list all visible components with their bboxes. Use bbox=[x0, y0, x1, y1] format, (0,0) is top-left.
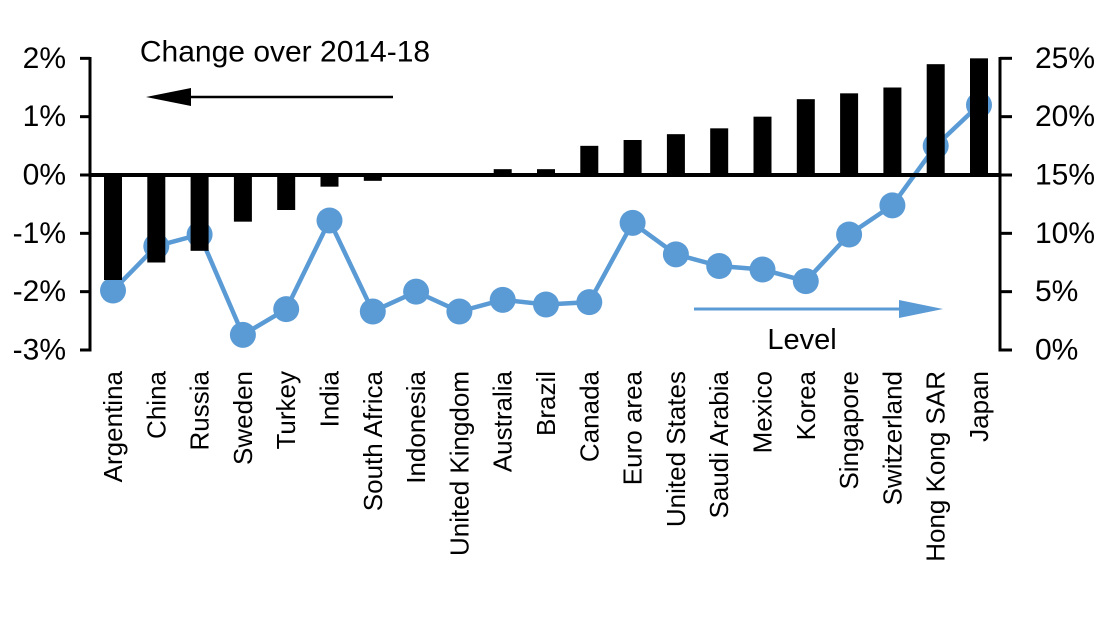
x-axis-label-india: India bbox=[315, 370, 345, 427]
left-axis-tick-label: -1% bbox=[13, 217, 66, 250]
x-axis-label-saudi-arabia: Saudi Arabia bbox=[704, 370, 734, 518]
line-series-title: Level bbox=[767, 324, 836, 356]
bar-australia bbox=[493, 169, 512, 175]
right-axis-tick-label: 15% bbox=[1035, 158, 1095, 191]
right-axis-tick-label: 20% bbox=[1035, 100, 1095, 133]
bar-saudi-arabia bbox=[710, 128, 729, 175]
right-axis-tick-label: 25% bbox=[1035, 42, 1095, 75]
x-axis-label-brazil: Brazil bbox=[531, 371, 561, 436]
bar-china bbox=[147, 175, 166, 263]
x-axis-label-united-states: United States bbox=[661, 371, 691, 527]
x-axis-label-singapore: Singapore bbox=[834, 371, 864, 490]
bar-switzerland bbox=[883, 87, 902, 175]
x-axis-label-mexico: Mexico bbox=[748, 371, 778, 453]
x-axis-label-russia: Russia bbox=[185, 370, 215, 450]
x-axis-label-switzerland: Switzerland bbox=[877, 371, 907, 505]
bar-united-states bbox=[666, 134, 685, 175]
bar-series-title: Change over 2014-18 bbox=[140, 36, 430, 69]
right-arrow-icon bbox=[694, 300, 943, 318]
bar-argentina bbox=[104, 175, 122, 280]
x-axis-label-korea: Korea bbox=[791, 370, 821, 440]
bar-india bbox=[320, 175, 339, 187]
bar-japan bbox=[970, 58, 988, 176]
x-axis-label-united-kingdom: United Kingdom bbox=[444, 371, 474, 556]
x-axis-label-argentina: Argentina bbox=[98, 370, 128, 482]
left-axis-tick-label: 1% bbox=[23, 100, 66, 133]
bar-russia bbox=[190, 175, 209, 251]
bar-singapore bbox=[840, 93, 859, 175]
x-axis-label-sweden: Sweden bbox=[228, 371, 258, 465]
bar-hong-kong-sar bbox=[926, 64, 945, 175]
bar-canada bbox=[580, 145, 599, 175]
x-axis-label-indonesia: Indonesia bbox=[401, 370, 431, 483]
left-axis-tick-label: 0% bbox=[23, 159, 66, 192]
x-axis-label-canada: Canada bbox=[574, 370, 604, 462]
x-axis-label-japan: Japan bbox=[964, 371, 994, 442]
x-axis-label-hong-kong-sar: Hong Kong SAR bbox=[921, 371, 951, 562]
x-axis-label-turkey: Turkey bbox=[271, 371, 301, 450]
bar-south-africa bbox=[363, 175, 382, 181]
x-axis-label-china: China bbox=[141, 370, 171, 438]
level-line bbox=[111, 103, 981, 339]
x-axis-label-south-africa: South Africa bbox=[358, 370, 388, 511]
left-axis-tick-label: -3% bbox=[13, 333, 66, 366]
x-axis-label-euro-area: Euro area bbox=[618, 370, 648, 485]
right-axis-tick-label: 0% bbox=[1035, 334, 1078, 367]
left-axis-tick-label: -2% bbox=[13, 275, 66, 308]
bar-mexico bbox=[753, 116, 772, 175]
bar-euro-area bbox=[623, 140, 642, 175]
x-axis-label-australia: Australia bbox=[488, 370, 518, 472]
left-arrow-icon bbox=[146, 88, 393, 106]
bar-korea bbox=[796, 99, 815, 175]
left-axis-tick-label: 2% bbox=[23, 42, 66, 75]
right-axis-tick-label: 5% bbox=[1035, 275, 1078, 308]
bar-brazil bbox=[537, 169, 555, 175]
bar-sweden bbox=[233, 175, 252, 222]
right-axis-tick-label: 10% bbox=[1035, 217, 1095, 250]
bar-turkey bbox=[277, 175, 296, 210]
